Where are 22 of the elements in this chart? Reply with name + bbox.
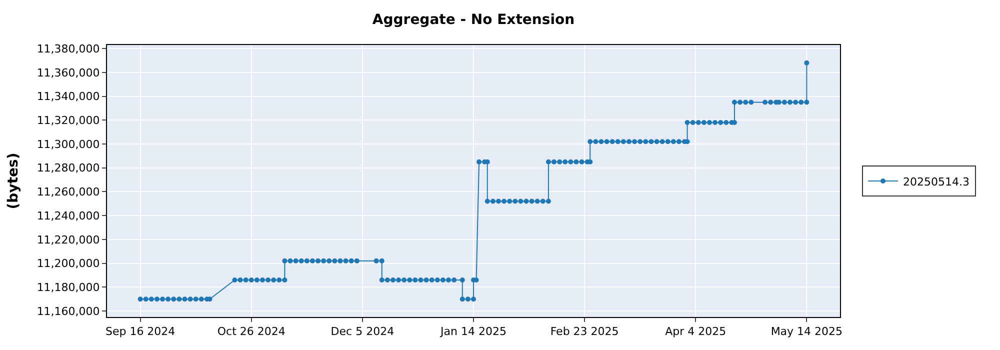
x-tick-label: Sep 16 2024 [105,325,176,338]
y-tick-label: 11,340,000 [36,90,100,104]
y-tick-label: 11,380,000 [36,42,100,56]
x-tick-label: Jan 14 2025 [440,325,506,338]
x-tick-label: Apr 4 2025 [665,325,726,338]
legend-label: 20250514.3 [902,175,970,188]
y-tick-label: 11,200,000 [36,257,100,270]
y-tick-label: 11,360,000 [36,66,100,80]
y-tick-label: 11,260,000 [36,186,100,199]
x-tick-label: Feb 23 2025 [550,325,619,338]
chart-title: Aggregate - No Extension [372,12,575,28]
x-tick-label: May 14 2025 [770,325,843,338]
y-tick-label: 11,220,000 [36,233,100,246]
x-tick-label: Oct 26 2024 [217,325,286,338]
y-tick-label: 11,300,000 [36,138,100,151]
y-tick-label: 11,240,000 [36,209,100,222]
x-tick-label: Dec 5 2024 [330,325,394,338]
y-tick-label: 11,160,000 [36,304,100,318]
y-tick-label: 11,280,000 [36,162,100,175]
y-tick-label: 11,320,000 [36,114,100,128]
y-tick-label: 11,180,000 [36,281,100,294]
y-axis-title: (bytes) [5,152,22,210]
